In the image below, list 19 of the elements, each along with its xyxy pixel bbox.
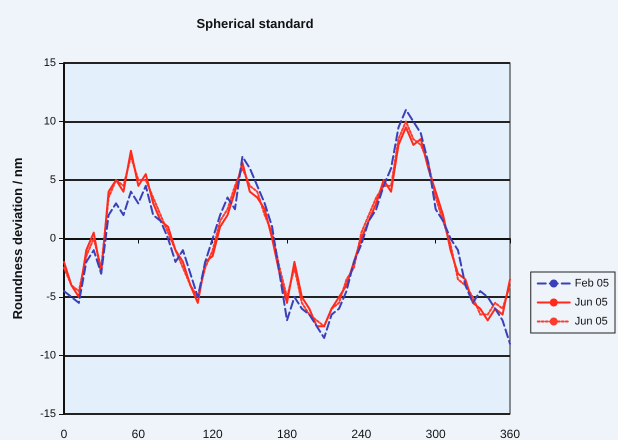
- y-axis-title: Roundness deviation / nm: [10, 158, 25, 320]
- x-tick-label: 300: [426, 427, 446, 440]
- legend-label: Feb 05: [574, 278, 610, 290]
- x-tick-label: 0: [60, 427, 68, 440]
- x-tick-label: 60: [132, 427, 146, 440]
- y-tick-label: -5: [46, 291, 56, 303]
- y-tick-label: -10: [40, 350, 56, 362]
- x-tick-label: 360: [500, 427, 520, 440]
- x-tick-label: 180: [276, 427, 298, 440]
- chart-title: Spherical standard: [196, 16, 314, 31]
- legend-label: Jun 05: [574, 296, 608, 308]
- y-tick-label: 10: [44, 116, 56, 128]
- y-tick-label: 5: [50, 174, 56, 186]
- y-tick-label: 0: [50, 232, 56, 244]
- legend-label: Jun 05: [574, 316, 608, 328]
- y-tick-label: -15: [40, 408, 56, 420]
- x-tick-label: 120: [202, 427, 223, 440]
- x-tick-label: 240: [351, 427, 372, 440]
- y-tick-label: 15: [44, 57, 56, 69]
